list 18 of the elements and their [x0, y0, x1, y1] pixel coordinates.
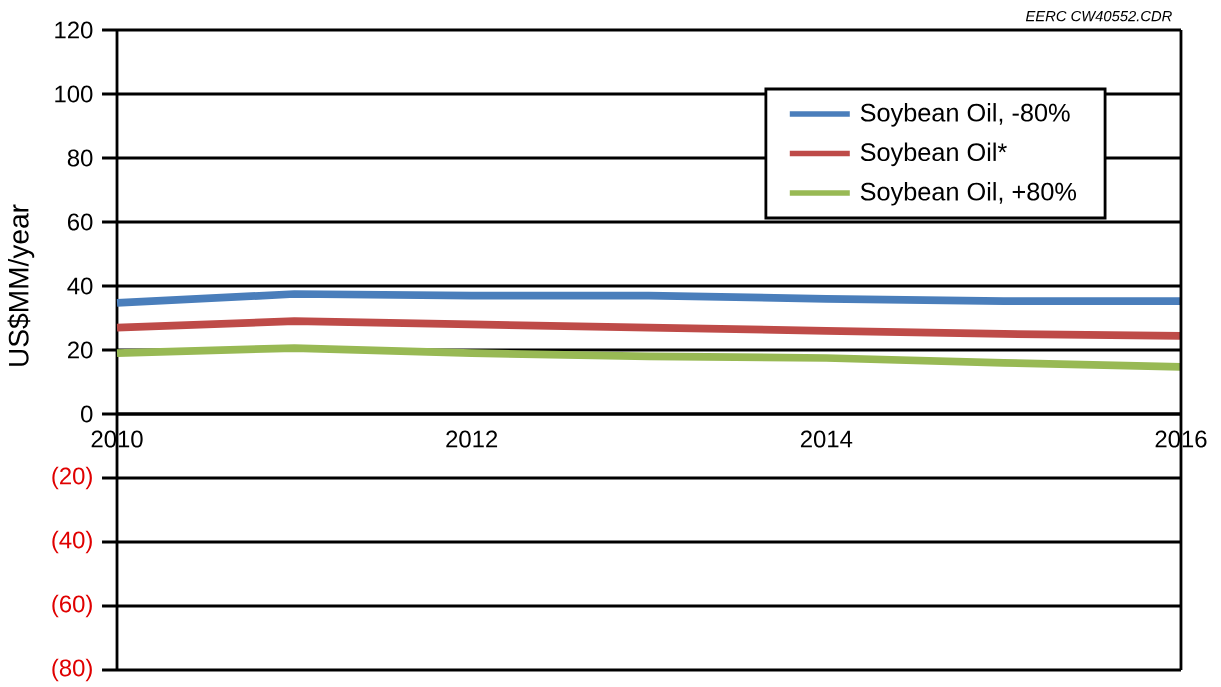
y-tick-label: 80 — [67, 149, 93, 167]
legend-label: Soybean Oil* — [860, 142, 1007, 167]
y-axis-title: US$MM/year — [7, 204, 35, 366]
y-tick-label: 60 — [68, 213, 93, 231]
y-tick-label: 0 — [81, 405, 93, 423]
legend-label: Soybean Oil, -80% — [860, 103, 1070, 127]
legend-label: Soybean Oil, +80% — [860, 182, 1077, 206]
y-tick-label: (20) — [52, 466, 92, 490]
text: EERC CW40552.CDR — [1025, 10, 1172, 22]
y-tick-label: 120 — [55, 21, 93, 39]
y-tick-label: (60) — [52, 594, 92, 618]
x-tick-label: 2012 — [446, 430, 498, 448]
x-tick-label: 2014 — [800, 430, 853, 448]
y-tick-label: (80) — [52, 658, 92, 682]
y-tick-label: 40 — [67, 277, 93, 295]
y-tick-label: 20 — [68, 341, 93, 359]
y-tick-label: 100 — [55, 85, 93, 103]
y-tick-label: (40) — [52, 530, 92, 554]
